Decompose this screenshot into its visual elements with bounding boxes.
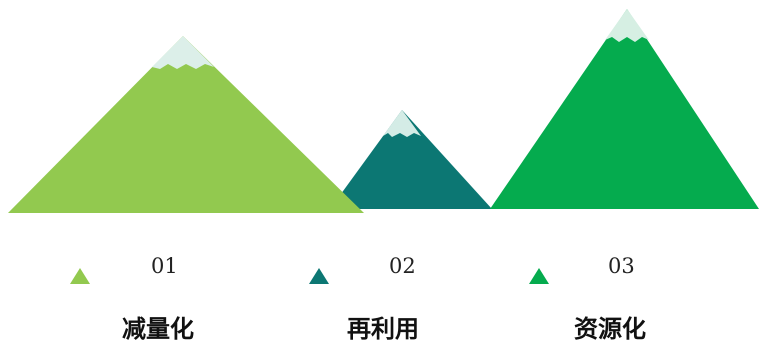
label-reduce: 减量化 (122, 315, 194, 343)
label-reuse: 再利用 (347, 315, 419, 343)
mountain-03-snowcap (605, 9, 649, 42)
mountain-01 (8, 36, 364, 213)
mountain-03 (490, 9, 759, 209)
label-recycle: 资源化 (574, 315, 646, 343)
triangle-marker-03-icon (529, 268, 549, 284)
mountain-02 (330, 110, 492, 209)
triangle-marker-01-icon (70, 268, 90, 284)
mountain-01-snowcap (152, 36, 214, 69)
mountain-02-snowcap (383, 110, 421, 137)
number-01: 01 (151, 254, 178, 278)
number-03: 03 (608, 254, 635, 278)
triangle-marker-02-icon (309, 268, 329, 284)
number-02: 02 (389, 254, 416, 278)
